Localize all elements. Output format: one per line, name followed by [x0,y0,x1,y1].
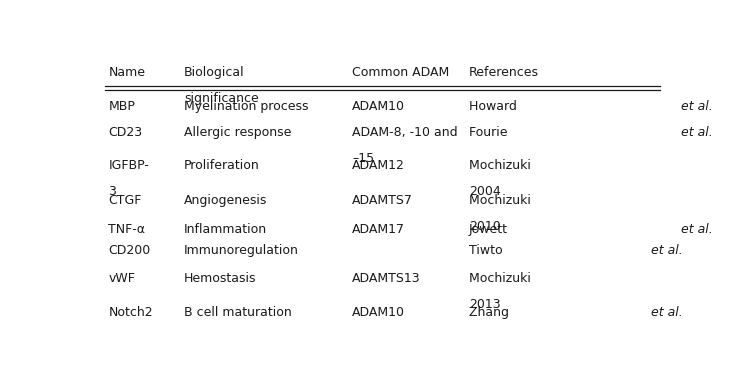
Text: ADAM12: ADAM12 [352,159,405,171]
Text: B cell maturation: B cell maturation [184,307,292,319]
Text: Proliferation: Proliferation [184,159,260,171]
Text: CD23: CD23 [108,126,142,139]
Text: CD200: CD200 [108,244,151,257]
Text: 2013: 2013 [469,298,500,312]
Text: et al.: et al. [681,223,712,236]
Text: Mochizuki: Mochizuki [469,272,535,285]
Text: Myelination process: Myelination process [184,100,308,113]
Text: TNF-α: TNF-α [108,223,146,236]
Text: et al.: et al. [651,244,682,257]
Text: vWF: vWF [108,272,135,285]
Text: References: References [469,66,538,79]
Text: –15: –15 [352,152,374,165]
Text: Angiogenesis: Angiogenesis [184,194,267,206]
Text: 3: 3 [108,185,116,198]
Text: Zhang: Zhang [469,307,513,319]
Text: ADAM-8, -10 and: ADAM-8, -10 and [352,126,458,139]
Text: Mochizuki: Mochizuki [469,194,535,206]
Text: significance: significance [184,92,259,105]
Text: et al.: et al. [651,307,682,319]
Text: ADAM10: ADAM10 [352,307,406,319]
Text: Howard: Howard [469,100,520,113]
Text: IGFBP-: IGFBP- [108,159,149,171]
Text: Allergic response: Allergic response [184,126,291,139]
Text: Inflammation: Inflammation [184,223,267,236]
Text: et al.: et al. [681,126,712,139]
Text: ADAM17: ADAM17 [352,223,406,236]
Text: Immunoregulation: Immunoregulation [184,244,298,257]
Text: Fourie: Fourie [469,126,512,139]
Text: CTGF: CTGF [108,194,142,206]
Text: ADAMTS13: ADAMTS13 [352,272,421,285]
Text: Jowett: Jowett [469,223,512,236]
Text: Common ADAM: Common ADAM [352,66,450,79]
Text: Name: Name [108,66,146,79]
Text: MBP: MBP [108,100,135,113]
Text: ADAMTS7: ADAMTS7 [352,194,413,206]
Text: Biological: Biological [184,66,244,79]
Text: Mochizuki: Mochizuki [469,159,535,171]
Text: Hemostasis: Hemostasis [184,272,256,285]
Text: et al.: et al. [681,100,712,113]
Text: ADAM10: ADAM10 [352,100,406,113]
Text: Notch2: Notch2 [108,307,153,319]
Text: 2004: 2004 [469,185,500,198]
Text: 2010: 2010 [469,220,500,233]
Text: Tiwto: Tiwto [469,244,506,257]
